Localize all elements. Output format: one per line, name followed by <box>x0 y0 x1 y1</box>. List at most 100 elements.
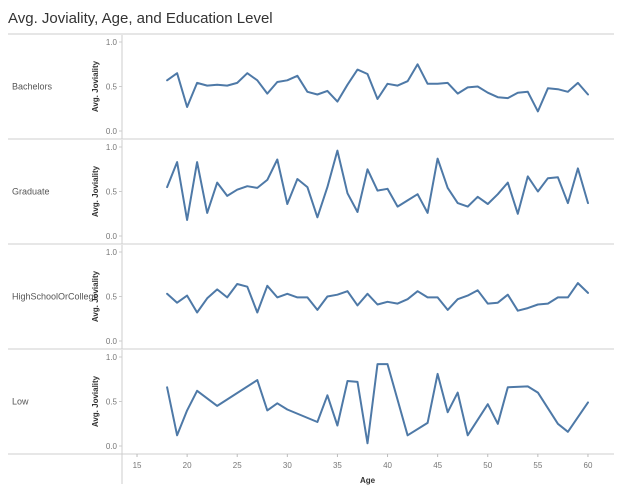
data-point-low <box>507 386 509 388</box>
data-point-highschoolorcollege <box>186 294 188 296</box>
data-point-graduate <box>246 185 248 187</box>
data-point-graduate <box>456 202 458 204</box>
data-point-graduate <box>306 186 308 188</box>
data-point-highschoolorcollege <box>477 289 479 291</box>
data-point-graduate <box>366 168 368 170</box>
data-point-graduate <box>467 205 469 207</box>
data-point-low <box>537 391 539 393</box>
data-point-low <box>567 431 569 433</box>
data-point-highschoolorcollege <box>467 294 469 296</box>
data-point-graduate <box>537 190 539 192</box>
data-point-bachelors <box>587 93 589 95</box>
data-point-highschoolorcollege <box>336 294 338 296</box>
data-point-highschoolorcollege <box>517 310 519 312</box>
data-point-highschoolorcollege <box>386 301 388 303</box>
series-line-graduate <box>166 149 589 221</box>
data-point-bachelors <box>316 93 318 95</box>
data-point-graduate <box>326 186 328 188</box>
chart-title: Avg. Joviality, Age, and Education Level <box>8 10 273 27</box>
data-point-low <box>216 405 218 407</box>
data-point-low <box>406 434 408 436</box>
data-point-highschoolorcollege <box>557 296 559 298</box>
x-tick-label: 20 <box>183 461 192 470</box>
data-point-bachelors <box>296 75 298 77</box>
data-point-bachelors <box>376 98 378 100</box>
data-point-bachelors <box>547 87 549 89</box>
data-point-graduate <box>176 161 178 163</box>
data-point-highschoolorcollege <box>537 303 539 305</box>
data-point-highschoolorcollege <box>196 311 198 313</box>
y-axis-title: Avg. Joviality <box>91 270 100 322</box>
data-point-graduate <box>507 181 509 183</box>
data-point-bachelors <box>346 84 348 86</box>
data-point-bachelors <box>406 80 408 82</box>
data-point-low <box>256 379 258 381</box>
data-point-bachelors <box>567 91 569 93</box>
data-point-low <box>286 408 288 410</box>
data-point-highschoolorcollege <box>366 293 368 295</box>
data-point-low <box>386 363 388 365</box>
data-point-bachelors <box>266 92 268 94</box>
series-line-highschoolorcollege <box>166 282 589 314</box>
y-tick-label: 1.0 <box>106 143 118 152</box>
x-tick-label: 60 <box>584 461 593 470</box>
data-point-graduate <box>587 202 589 204</box>
data-point-low <box>266 409 268 411</box>
data-point-graduate <box>557 176 559 178</box>
data-point-bachelors <box>477 85 479 87</box>
data-point-highschoolorcollege <box>306 296 308 298</box>
data-point-graduate <box>517 213 519 215</box>
row-label-bachelors: Bachelors <box>12 82 53 92</box>
data-point-highschoolorcollege <box>376 303 378 305</box>
data-point-bachelors <box>166 79 168 81</box>
data-point-highschoolorcollege <box>406 298 408 300</box>
data-point-bachelors <box>487 92 489 94</box>
data-point-graduate <box>226 195 228 197</box>
y-tick-label: 1.0 <box>106 38 118 47</box>
y-tick-label: 0.5 <box>106 83 118 92</box>
data-point-graduate <box>426 212 428 214</box>
data-point-bachelors <box>226 84 228 86</box>
data-point-graduate <box>386 188 388 190</box>
data-point-graduate <box>276 158 278 160</box>
x-tick-label: 30 <box>283 461 292 470</box>
data-point-highschoolorcollege <box>286 293 288 295</box>
data-point-graduate <box>436 157 438 159</box>
data-point-highschoolorcollege <box>356 304 358 306</box>
data-point-highschoolorcollege <box>266 285 268 287</box>
x-tick-label: 55 <box>533 461 542 470</box>
data-point-low <box>376 363 378 365</box>
data-point-highschoolorcollege <box>446 309 448 311</box>
data-point-graduate <box>497 193 499 195</box>
data-point-low <box>487 403 489 405</box>
data-point-highschoolorcollege <box>396 302 398 304</box>
data-point-highschoolorcollege <box>226 296 228 298</box>
data-point-bachelors <box>216 84 218 86</box>
x-tick-label: 35 <box>333 461 342 470</box>
x-tick-label: 45 <box>433 461 442 470</box>
y-tick-label: 0.5 <box>106 293 118 302</box>
data-point-bachelors <box>336 100 338 102</box>
data-point-highschoolorcollege <box>256 311 258 313</box>
y-tick-label: 1.0 <box>106 248 118 257</box>
data-point-graduate <box>527 175 529 177</box>
data-point-highschoolorcollege <box>426 296 428 298</box>
data-point-bachelors <box>386 83 388 85</box>
series-line-low <box>166 363 589 445</box>
y-tick-label: 0.0 <box>106 127 118 136</box>
data-point-low <box>497 423 499 425</box>
data-point-highschoolorcollege <box>236 283 238 285</box>
data-point-graduate <box>186 219 188 221</box>
data-point-bachelors <box>557 88 559 90</box>
data-point-low <box>436 373 438 375</box>
data-point-low <box>446 411 448 413</box>
data-point-highschoolorcollege <box>507 294 509 296</box>
data-point-highschoolorcollege <box>567 296 569 298</box>
data-point-highschoolorcollege <box>346 290 348 292</box>
series-line-bachelors <box>166 63 589 113</box>
data-point-low <box>346 380 348 382</box>
data-point-highschoolorcollege <box>176 302 178 304</box>
data-point-bachelors <box>507 97 509 99</box>
data-point-highschoolorcollege <box>416 290 418 292</box>
